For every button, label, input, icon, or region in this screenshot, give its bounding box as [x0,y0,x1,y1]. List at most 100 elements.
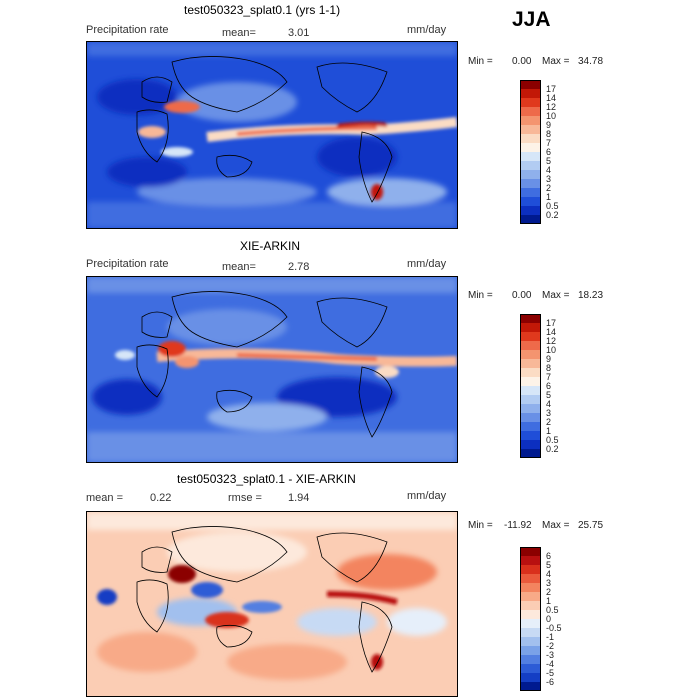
panel-obs-min-label: Min = [468,290,493,301]
colorbar-swatch [520,98,541,107]
colorbar-swatch [520,637,541,646]
colorbar-label: 9 [546,120,552,130]
colorbar-label: -0.5 [546,623,562,633]
colorbar-label: 12 [546,102,557,112]
panel-model-mean-value: 3.01 [288,27,310,39]
colorbar-swatch [520,413,541,422]
colorbar-label: 17 [546,84,557,94]
panel-obs-mean-label: mean= [222,261,256,273]
colorbar-swatch [520,583,541,592]
colorbar-label: 0.2 [546,210,559,220]
panel-model-min-label: Min = [468,56,493,67]
colorbar-label: 0 [546,614,552,624]
colorbar-swatch [520,565,541,574]
colorbar-swatch [520,592,541,601]
panel-model-max-label: Max = [542,56,570,67]
colorbar-swatch [520,547,541,556]
panel-obs-min-value: 0.00 [512,290,532,301]
panel-obs-units: mm/day [407,258,447,270]
colorbar-label: 4 [546,165,552,175]
colorbar-swatch [520,80,541,89]
season-label: JJA [512,8,551,31]
colorbar-swatch [520,368,541,377]
panel-model-title: test050323_splat0.1 (yrs 1-1) [184,3,341,17]
panel-obs-max-value: 18.23 [578,290,604,301]
panel-diff-max-value: 25.75 [578,520,604,531]
colorbar-swatch [520,152,541,161]
colorbar-swatch [520,350,541,359]
colorbar-label: 6 [546,381,552,391]
colorbar-label: 1 [546,192,552,202]
colorbar-swatch [520,628,541,637]
colorbar-label: 10 [546,111,557,121]
colorbar-swatch [520,664,541,673]
colorbar-label: -1 [546,632,555,642]
colorbar-swatch [520,386,541,395]
colorbar-label: 7 [546,372,552,382]
panel-obs-max-label: Max = [542,290,570,301]
colorbar-label: 3 [546,578,552,588]
colorbar-label: -3 [546,650,555,660]
panel-diff-mean-label: mean = [86,492,123,504]
colorbar-swatch [520,125,541,134]
panel-model-mean-label: mean= [222,27,256,39]
colorbar-label: 0.2 [546,444,559,454]
colorbar-label: 3 [546,408,552,418]
colorbar-label: 6 [546,551,552,561]
panel-diff-title: test050323_splat0.1 - XIE-ARKIN [177,472,356,486]
panel-model-max-value: 34.78 [578,56,604,67]
panel-diff-min-label: Min = [468,520,493,531]
colorbar-swatch [520,422,541,431]
colorbar-label: 2 [546,587,552,597]
colorbar-swatch [520,341,541,350]
panel-model-min-value: 0.00 [512,56,532,67]
colorbar-label: -4 [546,659,555,669]
colorbar-label: 14 [546,93,557,103]
colorbar-swatch [520,179,541,188]
colorbar-label: 5 [546,390,552,400]
colorbar-swatch [520,161,541,170]
colorbar-label: 8 [546,129,552,139]
colorbar-swatch [520,404,541,413]
colorbar-swatch [520,89,541,98]
colorbar-swatch [520,377,541,386]
panel-obs-colorbar: 17 14 12 10 9 8 7 6 5 4 3 2 1 0.5 0.2 [520,314,580,459]
panel-obs-variable: Precipitation rate [86,258,169,270]
colorbar-label: 3 [546,174,552,184]
panel-diff-max-label: Max = [542,520,570,531]
colorbar-label: 0.5 [546,201,559,211]
colorbar-swatch [520,359,541,368]
colorbar-swatch [520,601,541,610]
panel-model-colorbar: 17 14 12 10 9 8 7 6 5 4 3 2 1 0.5 0.2 [520,80,580,225]
colorbar-swatch [520,206,541,215]
colorbar-swatch [520,143,541,152]
colorbar-swatch [520,107,541,116]
colorbar-swatch [520,134,541,143]
colorbar-swatch [520,673,541,682]
colorbar-swatch [520,610,541,619]
colorbar-label: 1 [546,596,552,606]
colorbar-swatch [520,314,541,323]
colorbar-label: -5 [546,668,555,678]
colorbar-swatch [520,116,541,125]
colorbar-swatch [520,440,541,449]
colorbar-swatch [520,188,541,197]
colorbar-swatch [520,556,541,565]
colorbar-swatch [520,646,541,655]
colorbar-label: 9 [546,354,552,364]
panel-diff-units: mm/day [407,490,447,502]
colorbar-swatch [520,332,541,341]
panel-diff-mean-value: 0.22 [150,492,172,504]
colorbar-swatch [520,619,541,628]
colorbar-label: 17 [546,318,557,328]
panel-model-units: mm/day [407,24,447,36]
colorbar-label: -6 [546,677,555,687]
panel-diff-rmse-value: 1.94 [288,492,310,504]
colorbar-swatch [520,655,541,664]
colorbar-label: 0.5 [546,435,559,445]
colorbar-label: 2 [546,417,552,427]
colorbar-swatch [520,215,541,224]
colorbar-label: 4 [546,569,552,579]
colorbar-label: -2 [546,641,555,651]
colorbar-label: 10 [546,345,557,355]
